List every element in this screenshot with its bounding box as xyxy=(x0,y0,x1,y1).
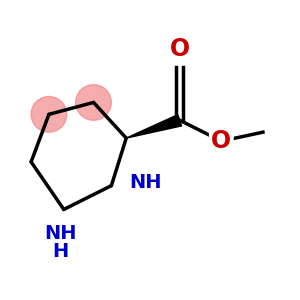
Text: O: O xyxy=(211,129,231,153)
Polygon shape xyxy=(126,115,182,138)
Circle shape xyxy=(31,97,67,132)
Text: H: H xyxy=(53,242,69,261)
Text: NH: NH xyxy=(129,173,162,192)
Text: NH: NH xyxy=(45,224,77,243)
Circle shape xyxy=(76,85,111,120)
Text: O: O xyxy=(170,37,190,61)
